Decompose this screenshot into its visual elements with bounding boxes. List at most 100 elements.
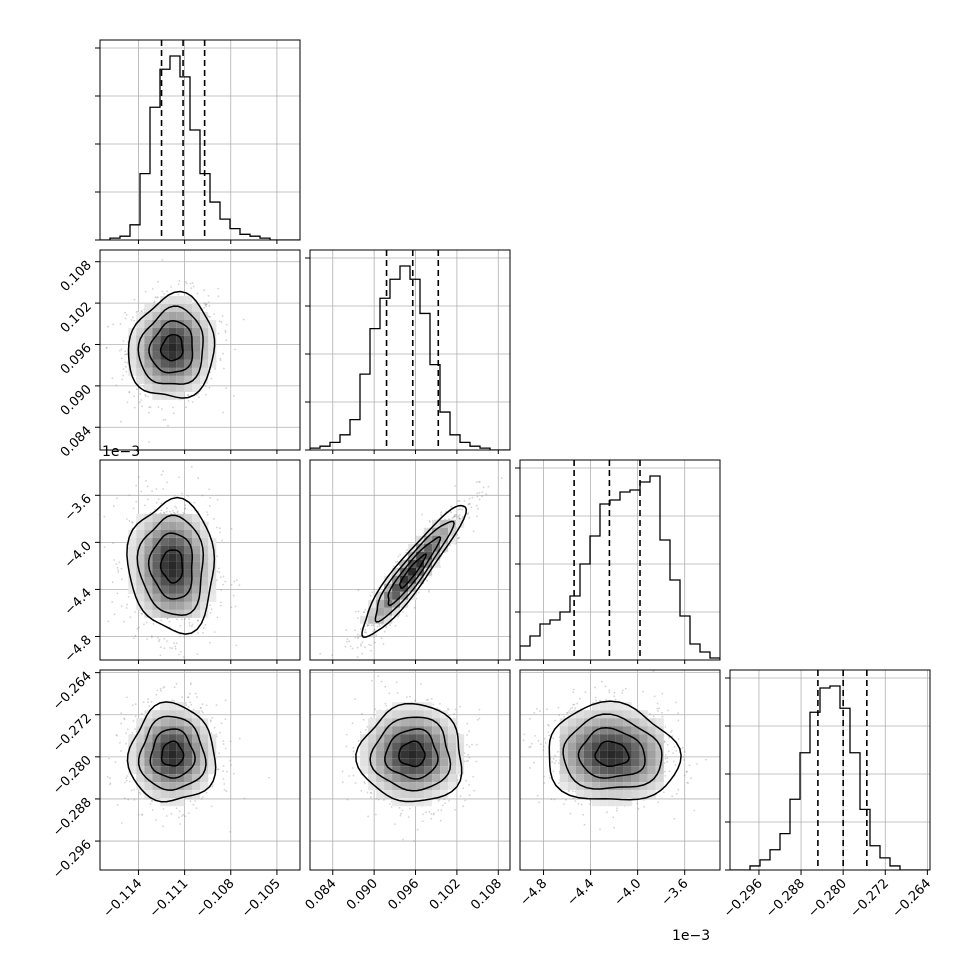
scatter-point xyxy=(444,518,446,520)
density-cell xyxy=(144,578,152,586)
density-cell xyxy=(152,344,160,352)
scatter-point xyxy=(469,757,471,759)
density-cell xyxy=(200,336,208,344)
scatter-point xyxy=(465,780,467,782)
scatter-point xyxy=(134,728,136,730)
scatter-point xyxy=(120,712,122,714)
scatter-point xyxy=(386,705,388,707)
scatter-point xyxy=(125,777,127,779)
scatter-point xyxy=(173,700,175,702)
scatter-point xyxy=(121,605,123,607)
scatter-point xyxy=(141,713,143,715)
scatter-point xyxy=(464,500,466,502)
scatter-point xyxy=(361,653,363,655)
scatter-point xyxy=(361,713,363,715)
scatter-point xyxy=(190,287,192,289)
scatter-point xyxy=(223,368,225,370)
scatter-point xyxy=(171,813,173,815)
scatter-point xyxy=(202,796,204,798)
scatter-point xyxy=(211,732,213,734)
scatter-point xyxy=(124,797,126,799)
scatter-point xyxy=(166,290,168,292)
scatter-point xyxy=(481,496,483,498)
scatter-point xyxy=(203,627,205,629)
density-cell xyxy=(192,570,200,578)
density-cell xyxy=(192,554,200,562)
density-cell xyxy=(136,586,144,594)
scatter-point xyxy=(223,743,225,745)
scatter-point xyxy=(405,552,407,554)
scatter-point xyxy=(172,407,174,409)
scatter-point xyxy=(211,786,213,788)
scatter-point xyxy=(357,634,359,636)
scatter-point xyxy=(115,761,117,763)
scatter-point xyxy=(352,648,354,650)
scatter-point xyxy=(128,596,130,598)
scatter-point xyxy=(433,704,435,706)
scatter-point xyxy=(224,789,226,791)
scatter-point xyxy=(402,611,404,613)
scatter-point xyxy=(476,515,478,517)
density-cell xyxy=(192,766,200,774)
scatter-point xyxy=(211,378,213,380)
scatter-point xyxy=(216,704,218,706)
density-cell xyxy=(144,538,152,546)
scatter-point xyxy=(188,706,190,708)
scatter-point xyxy=(224,330,226,332)
scatter-point xyxy=(428,589,430,591)
scatter-point xyxy=(127,775,129,777)
scatter-point xyxy=(160,620,162,622)
histogram-1 xyxy=(100,56,300,240)
scatter-point xyxy=(370,650,372,652)
density-cell xyxy=(160,734,168,742)
scatter-point xyxy=(455,709,457,711)
scatter-point xyxy=(459,500,461,502)
density-cell xyxy=(152,352,160,360)
scatter-point xyxy=(147,486,149,488)
scatter-point xyxy=(414,607,416,609)
scatter-point xyxy=(185,406,187,408)
density-cell xyxy=(144,522,152,530)
scatter-point xyxy=(222,770,224,772)
scatter-point xyxy=(173,412,175,414)
density-cell xyxy=(168,586,176,594)
scatter-point xyxy=(194,502,196,504)
scatter-point xyxy=(134,299,136,301)
scatter-point xyxy=(221,540,223,542)
scatter-point xyxy=(188,812,190,814)
scatter-point xyxy=(191,625,193,627)
scatter-point xyxy=(121,822,123,824)
scatter-point xyxy=(107,326,109,328)
scatter-point xyxy=(178,817,180,819)
scatter-point xyxy=(413,840,415,842)
scatter-point xyxy=(383,643,385,645)
scatter-point xyxy=(140,491,142,493)
scatter-point xyxy=(211,717,213,719)
scatter-point xyxy=(375,634,377,636)
scatter-point xyxy=(409,808,411,810)
scatter-point xyxy=(178,476,180,478)
scatter-point xyxy=(196,696,198,698)
density-cell xyxy=(176,296,184,304)
scatter-point xyxy=(468,730,470,732)
scatter-point xyxy=(184,815,186,817)
scatter-point xyxy=(221,723,223,725)
density-cell xyxy=(128,546,136,554)
scatter-point xyxy=(134,407,136,409)
scatter-point xyxy=(197,632,199,634)
scatter-point xyxy=(134,635,136,637)
density-cell xyxy=(208,554,216,562)
scatter-point xyxy=(395,625,397,627)
density-cell xyxy=(152,514,160,522)
density-cell xyxy=(136,734,144,742)
scatter-point xyxy=(467,754,469,756)
scatter-point xyxy=(397,556,399,558)
scatter-point xyxy=(123,368,125,370)
scatter-point xyxy=(360,643,362,645)
scatter-point xyxy=(189,701,191,703)
scatter-point xyxy=(111,601,113,603)
scatter-point xyxy=(135,501,137,503)
scatter-point xyxy=(162,471,164,473)
scatter-point xyxy=(211,608,213,610)
